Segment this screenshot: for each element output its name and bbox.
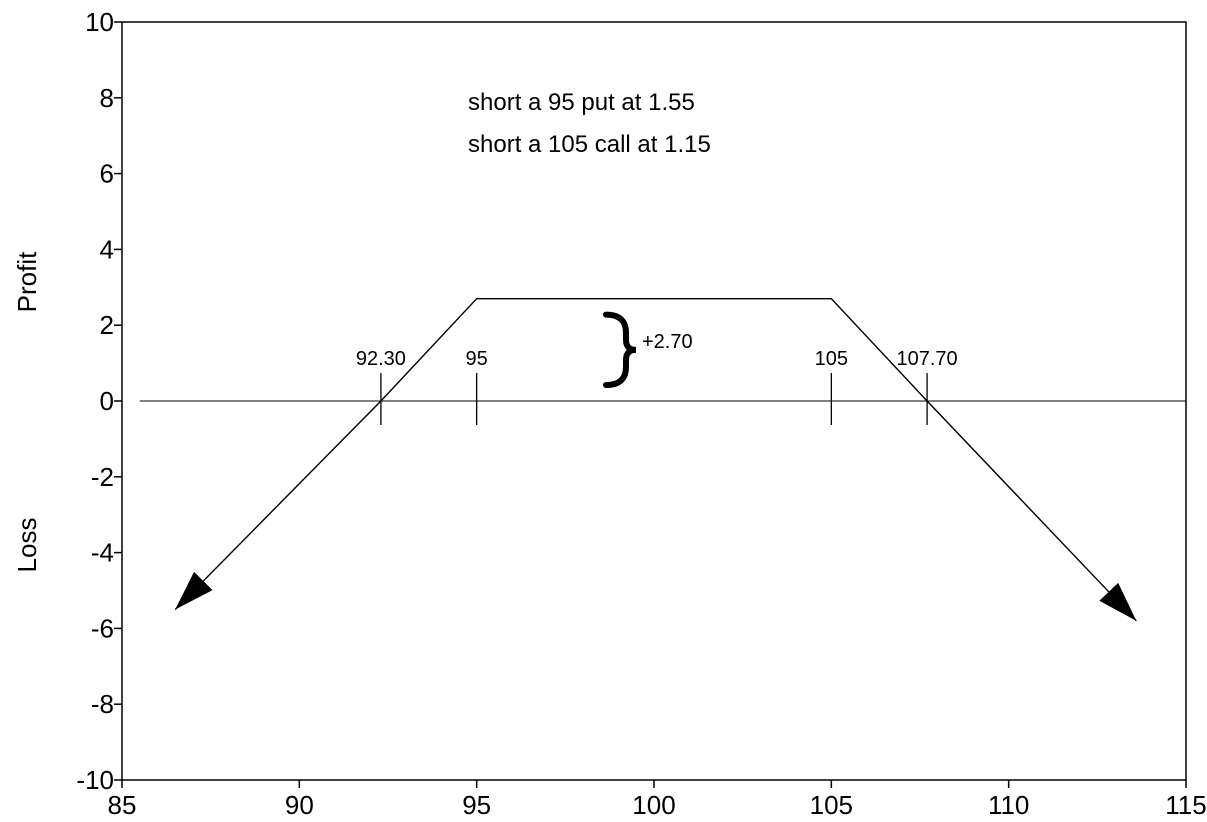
- x-tick-label: 110: [988, 790, 1029, 820]
- marker-label: 95: [466, 348, 488, 370]
- y-tick-label: 0: [100, 386, 114, 416]
- x-tick-label: 105: [810, 790, 853, 820]
- x-tick-label: 90: [285, 790, 314, 820]
- y-tick-label: -6: [91, 613, 114, 643]
- y-tick-label: -8: [91, 689, 114, 719]
- strike-markers: 92.30 95 105 107.70: [356, 348, 958, 425]
- y-axis: 10 8 6 4 2 0 -2 -4 -6 -8 -10: [76, 7, 122, 795]
- x-axis: 85 90 95 100 105 110 115: [108, 780, 1207, 820]
- annotation-notes: short a 95 put at 1.55 short a 105 call a…: [468, 89, 711, 158]
- y-tick-label: 8: [100, 83, 114, 113]
- marker-label: 105: [815, 348, 848, 370]
- x-tick-label: 95: [462, 790, 491, 820]
- y-tick-label: -2: [91, 462, 114, 492]
- marker-label: 92.30: [356, 348, 406, 370]
- x-tick-label: 85: [108, 790, 137, 820]
- payoff-line: [174, 297, 1137, 622]
- brace-shape: [603, 311, 637, 388]
- right-arrowhead: [1099, 582, 1137, 621]
- y-tick-label: 10: [85, 7, 114, 37]
- y-tick-label: -4: [91, 538, 114, 568]
- note-line: short a 105 call at 1.15: [468, 131, 711, 158]
- profit-brace: +2.70: [603, 311, 693, 388]
- y-tick-label: -10: [76, 765, 114, 795]
- marker-label: 107.70: [897, 348, 958, 370]
- y-label-profit: Profit: [12, 251, 42, 312]
- note-line: short a 95 put at 1.55: [468, 89, 695, 116]
- left-arrowhead: [175, 571, 213, 610]
- y-label-loss: Loss: [12, 518, 42, 573]
- x-tick-label: 115: [1165, 790, 1206, 820]
- series: [174, 297, 1137, 622]
- y-tick-label: 4: [100, 234, 114, 264]
- y-tick-label: 2: [100, 310, 114, 340]
- x-tick-label: 100: [632, 790, 675, 820]
- y-tick-label: 6: [100, 159, 114, 189]
- brace-label: +2.70: [642, 331, 693, 353]
